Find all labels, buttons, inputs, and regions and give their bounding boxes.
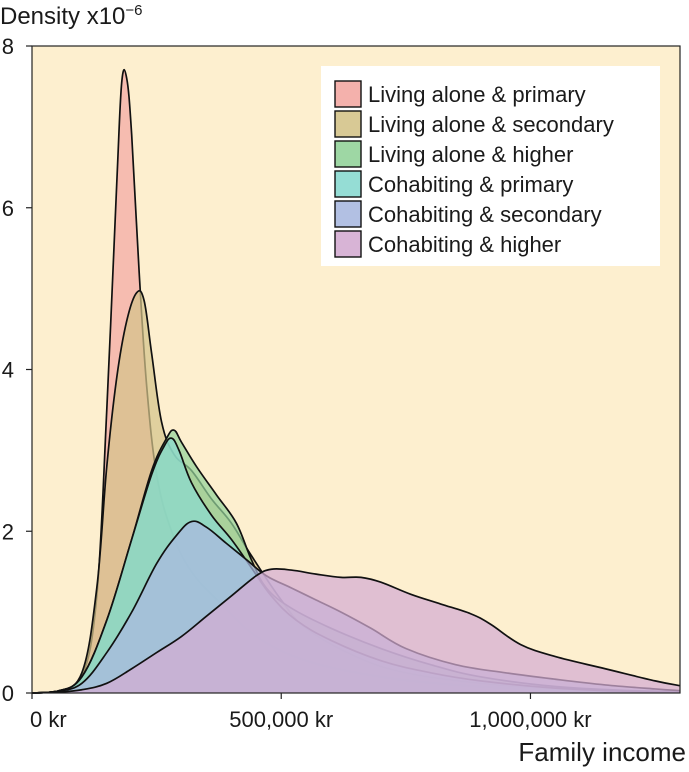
legend-label: Living alone & primary (368, 82, 586, 107)
legend-swatch (334, 200, 362, 228)
series-area-6 (32, 568, 680, 693)
legend-box (321, 66, 660, 266)
y-tick-label: 4 (2, 358, 14, 383)
x-tick-label: 0 kr (30, 707, 67, 732)
legend-swatch (334, 230, 362, 258)
legend-label: Cohabiting & primary (368, 172, 573, 197)
legend-label: Living alone & higher (368, 142, 573, 167)
y-axis: 0 2 4 6 8 (2, 34, 32, 706)
legend-label: Cohabiting & secondary (368, 202, 602, 227)
x-tick-label: 500,000 kr (229, 707, 333, 732)
x-axis-title: Family income (518, 737, 686, 767)
legend-label: Cohabiting & higher (368, 232, 561, 257)
y-axis-title: Density x10−6 (0, 2, 143, 30)
series-line-6 (31, 567, 681, 694)
y-tick-label: 8 (2, 34, 14, 59)
y-axis-multiplier: x10 (87, 3, 126, 30)
y-axis-label: Density (0, 3, 80, 30)
y-tick-label: 6 (2, 196, 14, 221)
legend-swatch (334, 140, 362, 168)
legend-swatch (334, 110, 362, 138)
y-axis-exponent: −6 (125, 2, 142, 19)
legend-swatch (334, 80, 362, 108)
legend-swatch (334, 170, 362, 198)
x-axis: 0 kr 500,000 kr 1,000,000 kr (30, 693, 592, 732)
legend: Living alone & primary Living alone & sec… (321, 66, 660, 266)
y-tick-label: 0 (2, 681, 14, 706)
y-tick-label: 2 (2, 519, 14, 544)
x-tick-label: 1,000,000 kr (469, 707, 591, 732)
series-areas (31, 68, 681, 694)
legend-label: Living alone & secondary (368, 112, 614, 137)
